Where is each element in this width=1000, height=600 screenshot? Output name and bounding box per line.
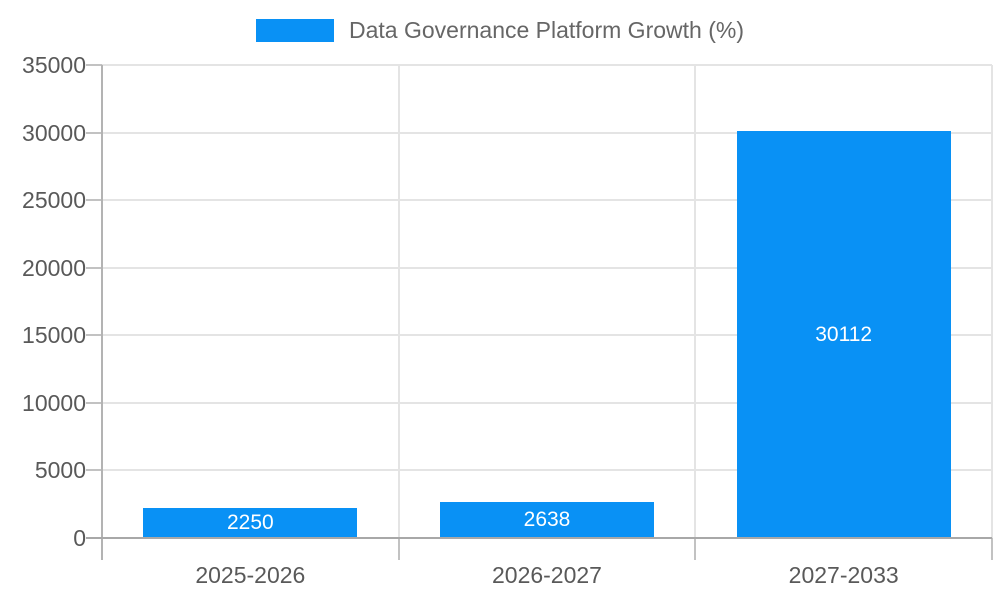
y-axis-tick <box>86 469 102 472</box>
x-tick-label: 2026-2027 <box>491 562 602 588</box>
x-axis-tick <box>397 538 400 560</box>
y-axis-tick <box>86 266 102 269</box>
x-tick-label: 2027-2033 <box>788 562 899 588</box>
y-tick-label: 0 <box>73 525 86 551</box>
y-axis-tick <box>86 131 102 134</box>
chart-legend[interactable]: Data Governance Platform Growth (%) <box>0 17 1000 44</box>
bar-value-label: 2250 <box>226 510 274 534</box>
bar-value-label: 2638 <box>523 508 571 532</box>
y-gridline <box>102 266 992 269</box>
y-gridline <box>102 401 992 404</box>
bar-value-label: 30112 <box>815 322 873 346</box>
bar-2025-2026[interactable] <box>143 507 358 538</box>
y-axis-tick <box>86 334 102 337</box>
legend-label: Data Governance Platform Growth (%) <box>349 17 744 43</box>
bar-2026-2027[interactable] <box>440 502 654 538</box>
x-axis-tick <box>991 538 993 560</box>
x-gridline <box>991 65 993 538</box>
x-tick-label: 2025-2026 <box>195 562 306 588</box>
y-gridline <box>102 334 992 337</box>
y-tick-label: 15000 <box>22 322 86 349</box>
y-axis-tick <box>86 401 102 404</box>
y-tick-label: 30000 <box>22 119 86 146</box>
y-axis-line <box>101 65 103 560</box>
bar-2027-2033[interactable] <box>736 131 951 538</box>
y-gridline <box>102 199 992 202</box>
y-tick-label: 5000 <box>34 457 86 484</box>
legend-swatch[interactable] <box>256 19 334 42</box>
y-gridline <box>102 469 992 472</box>
x-gridline <box>397 65 400 538</box>
x-gridline <box>694 65 697 538</box>
y-gridline <box>102 131 992 134</box>
x-axis-tick <box>694 538 697 560</box>
y-tick-label: 10000 <box>22 389 86 416</box>
y-axis-tick <box>86 64 102 66</box>
y-gridline <box>102 64 992 66</box>
y-axis-tick <box>86 199 102 202</box>
y-tick-label: 35000 <box>22 52 86 78</box>
x-axis-line <box>86 537 992 539</box>
y-tick-label: 20000 <box>22 254 86 281</box>
y-tick-label: 25000 <box>22 187 86 214</box>
